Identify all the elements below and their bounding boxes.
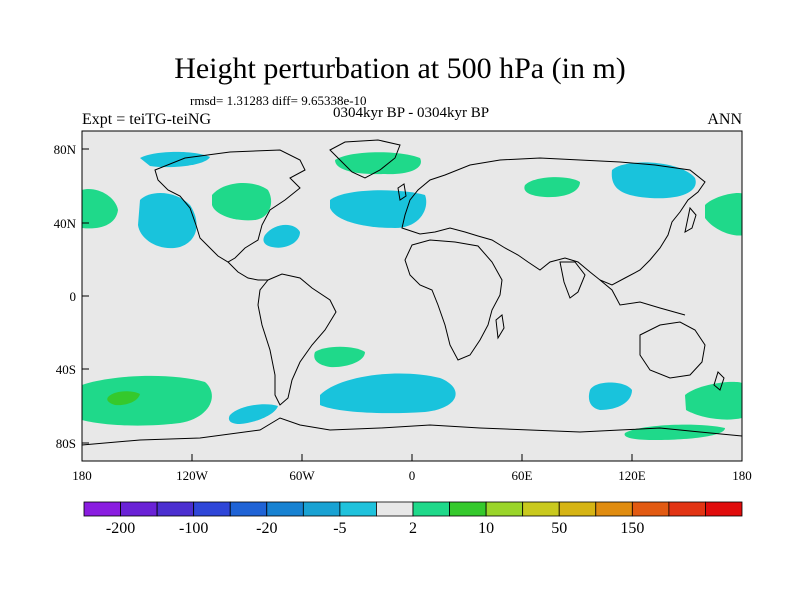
lon-tick-label: 180 bbox=[732, 468, 752, 483]
lat-tick-label: 40S bbox=[56, 362, 76, 377]
colorbar-box bbox=[376, 501, 414, 517]
colorbar-box bbox=[558, 501, 597, 517]
coast-antarctica bbox=[82, 417, 742, 446]
lon-tick-label: 60E bbox=[512, 468, 533, 483]
lon-axis: 180 120W 60W 0 60E 120E 180 bbox=[72, 454, 752, 483]
colorbar-box bbox=[266, 501, 304, 517]
colorbar-label: 50 bbox=[551, 520, 567, 537]
anomaly-greenland bbox=[335, 152, 421, 175]
anomaly-northeast-pacific bbox=[82, 189, 118, 229]
colorbar-label: -20 bbox=[256, 520, 277, 537]
lon-tick-label: 120E bbox=[618, 468, 646, 483]
colorbar-label: -200 bbox=[106, 520, 135, 537]
colorbar-box bbox=[595, 501, 633, 517]
coast-africa bbox=[404, 239, 503, 361]
coast-japan bbox=[684, 206, 697, 233]
colorbar-label: 2 bbox=[409, 520, 417, 537]
colorbar-box bbox=[631, 501, 670, 517]
lon-tick-label: 60W bbox=[289, 468, 315, 483]
colorbar-label: 150 bbox=[620, 520, 644, 537]
anomaly-south-pacific bbox=[82, 375, 212, 426]
lon-tick-label: 180 bbox=[72, 468, 92, 483]
anomaly-alaska bbox=[212, 183, 272, 221]
colorbar-label: 10 bbox=[478, 520, 494, 537]
coast-australia bbox=[639, 321, 706, 379]
colorbar-box bbox=[229, 501, 268, 517]
lat-axis: 80N 40N 0 40S 80S bbox=[54, 142, 89, 451]
coast-india bbox=[559, 261, 586, 299]
anomaly-drake-passage bbox=[228, 404, 278, 424]
colorbar-box bbox=[412, 501, 450, 517]
plot-title: Height perturbation at 500 hPa (in m) bbox=[174, 52, 626, 85]
anomaly-arctic-canada bbox=[140, 151, 210, 168]
colorbar-box bbox=[485, 501, 524, 517]
lon-tick-label: 0 bbox=[409, 468, 416, 483]
coast-madagascar bbox=[495, 314, 505, 340]
anomaly-east-north-america bbox=[263, 224, 300, 248]
colorbar-box bbox=[668, 501, 706, 517]
colorbar-box bbox=[302, 501, 341, 517]
colorbar-box bbox=[522, 501, 560, 517]
coast-north-america bbox=[154, 149, 306, 263]
anomaly-southwest-pacific bbox=[685, 381, 742, 420]
anomaly-south-pacific-core bbox=[107, 391, 140, 406]
colorbar-label: -5 bbox=[333, 520, 346, 537]
colorbar-box bbox=[705, 501, 743, 517]
anomaly-south-atlantic bbox=[314, 346, 365, 368]
colorbar-box bbox=[156, 501, 195, 517]
anomaly-northwest-pacific bbox=[705, 193, 742, 236]
anomaly-northeast-asia bbox=[611, 162, 696, 199]
season-label: ANN bbox=[707, 111, 742, 128]
anomaly-north-atlantic bbox=[330, 190, 427, 228]
colorbar-box bbox=[339, 501, 377, 517]
anomaly-central-siberia bbox=[524, 177, 580, 198]
period-label: 0304kyr BP - 0304kyr BP bbox=[332, 105, 490, 121]
colorbar-box bbox=[120, 501, 158, 517]
anomaly-north-pacific bbox=[138, 193, 197, 249]
lon-tick-label: 120W bbox=[176, 468, 209, 483]
colorbar-box bbox=[83, 501, 121, 517]
colorbar-box bbox=[193, 501, 231, 517]
lat-tick-label: 80S bbox=[56, 436, 76, 451]
anomaly-south-atlantic-indian bbox=[320, 373, 456, 414]
coastlines bbox=[82, 139, 742, 446]
coast-uk bbox=[397, 183, 407, 201]
coast-greenland bbox=[329, 139, 401, 179]
lat-tick-label: 80N bbox=[54, 142, 77, 157]
coast-europe-asia bbox=[401, 157, 706, 286]
colorbar: -200 -100 -20 -5 2 10 50 150 bbox=[83, 501, 743, 537]
lat-tick-label: 0 bbox=[70, 289, 77, 304]
coast-central-america bbox=[227, 261, 268, 281]
colorbar-label: -100 bbox=[179, 520, 208, 537]
colorbar-box bbox=[449, 501, 487, 517]
anomaly-south-indian bbox=[588, 382, 632, 410]
anomaly-layer bbox=[82, 151, 742, 440]
lat-tick-label: 40N bbox=[54, 216, 77, 231]
coast-south-america bbox=[257, 273, 337, 406]
stats-label: rmsd= 1.31283 diff= 9.65338e-10 bbox=[190, 93, 367, 108]
coast-new-zealand bbox=[713, 371, 725, 391]
experiment-label: Expt = teiTG-teiNG bbox=[82, 111, 211, 128]
coast-southeast-asia bbox=[599, 279, 686, 316]
